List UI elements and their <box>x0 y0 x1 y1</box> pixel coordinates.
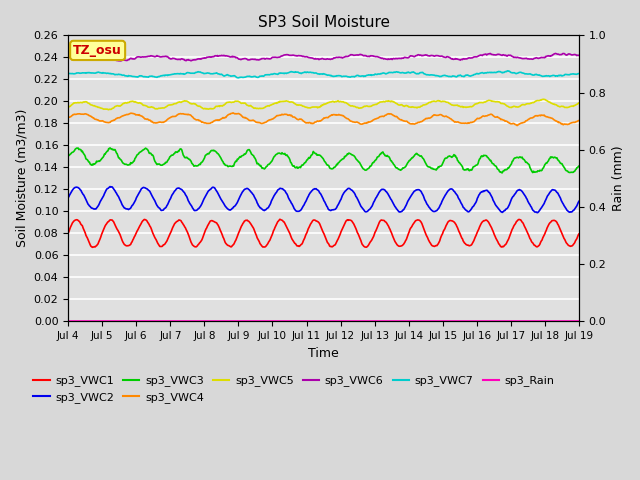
Legend: sp3_VWC1, sp3_VWC2, sp3_VWC3, sp3_VWC4, sp3_VWC5, sp3_VWC6, sp3_VWC7, sp3_Rain: sp3_VWC1, sp3_VWC2, sp3_VWC3, sp3_VWC4, … <box>33 375 555 403</box>
X-axis label: Time: Time <box>308 347 339 360</box>
Title: SP3 Soil Moisture: SP3 Soil Moisture <box>257 15 390 30</box>
Y-axis label: Soil Moisture (m3/m3): Soil Moisture (m3/m3) <box>15 109 28 248</box>
Y-axis label: Rain (mm): Rain (mm) <box>612 145 625 211</box>
Text: TZ_osu: TZ_osu <box>73 44 122 57</box>
